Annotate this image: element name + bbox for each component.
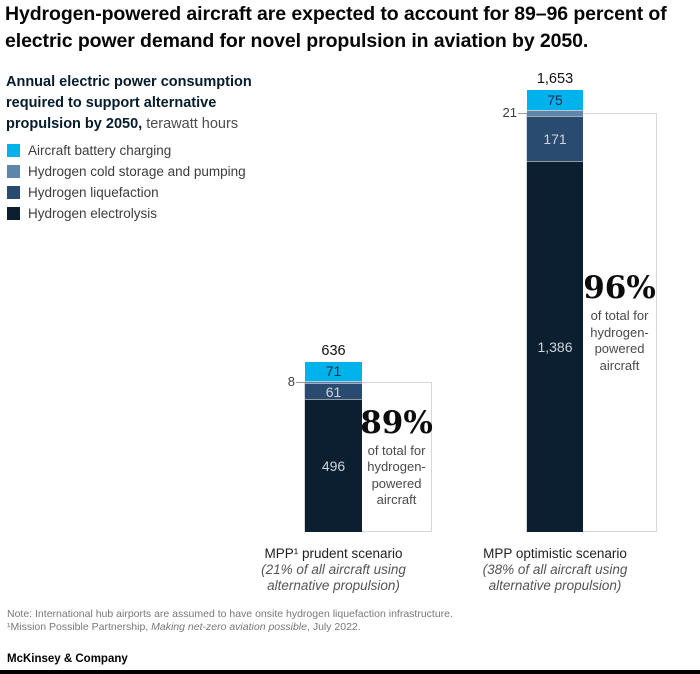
chart-subtitle-unit: terawatt hours xyxy=(142,116,239,132)
legend-swatch-electrolysis-icon xyxy=(7,207,20,220)
category-subtext: (21% of all aircraft using alternative p… xyxy=(261,562,406,593)
bar-segment-hydrogen-liquefaction: 61 xyxy=(305,383,362,400)
bar-segment-hydrogen-liquefaction: 171 xyxy=(527,115,583,162)
footnote-note: Note: International hub airports are ass… xyxy=(7,608,453,620)
bar-segment-aircraft-battery-charging: 75 xyxy=(527,89,583,111)
percent-annotation: 96% of total for hydrogen-powered aircraf… xyxy=(583,114,656,531)
percent-value: 96% xyxy=(583,270,656,306)
footnote-source: ¹Mission Possible Partnership, Making ne… xyxy=(7,621,361,633)
exhibit-title: Hydrogen-powered aircraft are expected t… xyxy=(5,3,667,52)
legend-item-battery-charging: Aircraft battery charging xyxy=(7,143,246,158)
bar-segment-hydrogen-cold-storage-and-pumping xyxy=(305,380,362,384)
segment-value-label: 1,386 xyxy=(537,339,573,356)
legend-item-cold-storage: Hydrogen cold storage and pumping xyxy=(7,164,246,179)
footnotes: Note: International hub airports are ass… xyxy=(7,608,667,634)
legend-label: Hydrogen liquefaction xyxy=(28,185,159,200)
category-subtext: (38% of all aircraft using alternative p… xyxy=(482,562,628,593)
percent-annotation: 89% of total for hydrogen-powered aircraf… xyxy=(360,383,433,531)
legend-label: Aircraft battery charging xyxy=(28,143,172,158)
segment-value-label: 61 xyxy=(325,383,342,400)
segment-value-label: 71 xyxy=(325,363,342,380)
legend: Aircraft battery charging Hydrogen cold … xyxy=(7,143,246,227)
bar-segment-hydrogen-cold-storage-and-pumping xyxy=(527,110,583,116)
bottom-rule xyxy=(0,670,700,674)
legend-swatch-liquefaction-icon xyxy=(7,186,20,199)
segment-outside-label: 21 xyxy=(502,105,517,120)
mckinsey-wordmark: McKinsey & Company xyxy=(7,653,128,665)
bar-total-label: 636 xyxy=(321,342,346,359)
chart-subtitle: Annual electric power consumption requir… xyxy=(6,72,280,135)
category-name: MPP optimistic scenario xyxy=(483,546,627,561)
x-axis-category: MPP optimistic scenario (38% of all aircr… xyxy=(458,546,652,593)
bar-segment-aircraft-battery-charging: 71 xyxy=(305,361,362,381)
segment-value-label: 75 xyxy=(547,92,563,108)
legend-label: Hydrogen cold storage and pumping xyxy=(28,164,246,179)
percent-caption: of total for hydrogen-powered aircraft xyxy=(590,308,649,373)
legend-label: Hydrogen electrolysis xyxy=(28,206,158,221)
leader-line xyxy=(518,113,527,114)
bar-segment-hydrogen-electrolysis: 496 xyxy=(305,399,362,532)
segment-value-label: 171 xyxy=(543,131,567,147)
chart-subtitle-bold: Annual electric power consumption requir… xyxy=(6,74,252,132)
stacked-bar: 75 171 1,386 xyxy=(527,89,583,532)
bar-segment-hydrogen-electrolysis: 1,386 xyxy=(527,161,583,532)
legend-item-liquefaction: Hydrogen liquefaction xyxy=(7,185,246,200)
legend-item-electrolysis: Hydrogen electrolysis xyxy=(7,206,246,221)
percent-value: 89% xyxy=(360,404,433,441)
segment-value-label: 496 xyxy=(321,458,346,475)
x-axis-category: MPP¹ prudent scenario (21% of all aircraf… xyxy=(237,546,431,593)
percent-caption: of total for hydrogen-powered aircraft xyxy=(367,442,426,508)
segment-outside-label: 8 xyxy=(287,374,295,389)
legend-swatch-cold-storage-icon xyxy=(7,165,20,178)
bar-total-label: 1,653 xyxy=(536,70,574,87)
stacked-bar: 71 61 496 xyxy=(305,361,362,532)
leader-line xyxy=(296,382,305,383)
category-name: MPP¹ prudent scenario xyxy=(264,546,403,561)
legend-swatch-battery-icon xyxy=(7,144,20,157)
